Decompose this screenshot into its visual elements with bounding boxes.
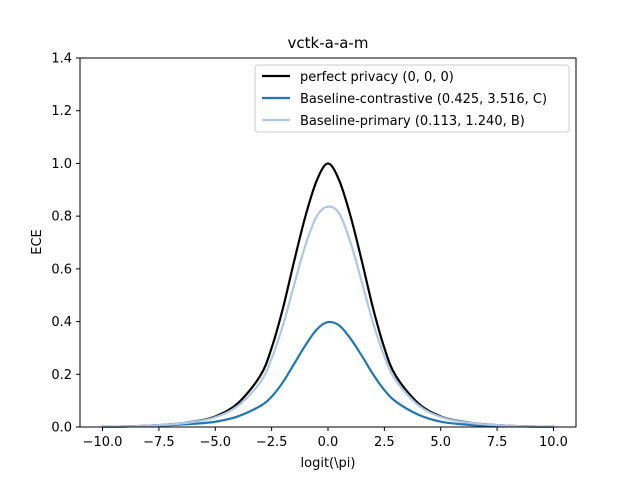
legend-label: perfect privacy (0, 0, 0) xyxy=(300,70,454,85)
series-line-1 xyxy=(102,320,554,428)
y-tick-label: 0.8 xyxy=(51,210,72,225)
x-tick-label: 10.0 xyxy=(539,435,568,450)
y-tick-label: 0.4 xyxy=(51,315,72,330)
x-axis-label: logit(\pi) xyxy=(301,456,356,471)
x-tick-label: 7.5 xyxy=(487,435,508,450)
y-tick-label: 0.2 xyxy=(51,368,72,383)
axes: −10.0 −7.5 −5.0 −2.5 0.0 2.5 5.0 7.5 10.0 0.0 0.2 0… xyxy=(51,52,577,450)
x-tick-label: 2.5 xyxy=(374,435,395,450)
y-tick-label: 1.2 xyxy=(51,104,72,119)
x-tick-label: 5.0 xyxy=(430,435,451,450)
x-tick-label: −7.5 xyxy=(143,435,175,450)
legend-box xyxy=(254,64,570,133)
y-tick-label: 0.6 xyxy=(51,262,72,277)
x-tick-label: −5.0 xyxy=(199,435,231,450)
x-tick-label: −2.5 xyxy=(256,435,288,450)
y-tick-label: 1.0 xyxy=(51,157,72,172)
chart-title: vctk-a-a-m xyxy=(288,34,369,52)
x-tick-label: 0.0 xyxy=(318,435,339,450)
legend-label: Baseline-primary (0.113, 1.240, B) xyxy=(300,114,525,129)
y-axis-label: ECE xyxy=(30,229,45,255)
x-tick-label: −10.0 xyxy=(83,435,123,450)
series-line-2 xyxy=(102,205,554,428)
plot-area xyxy=(102,162,554,428)
y-tick-label: 0.0 xyxy=(51,421,72,436)
y-tick-label: 1.4 xyxy=(51,52,72,67)
legend-label: Baseline-contrastive (0.425, 3.516, C) xyxy=(300,92,547,107)
legend: perfect privacy (0, 0, 0) Baseline-contra… xyxy=(254,64,570,133)
